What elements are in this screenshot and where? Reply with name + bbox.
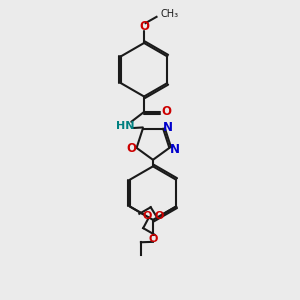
Text: O: O (161, 106, 171, 118)
Text: O: O (139, 20, 149, 33)
Text: O: O (148, 235, 158, 244)
Text: N: N (169, 143, 179, 156)
Text: O: O (142, 211, 152, 221)
Text: N: N (163, 121, 173, 134)
Text: O: O (154, 211, 164, 221)
Text: HN: HN (116, 121, 134, 130)
Text: CH₃: CH₃ (160, 9, 178, 19)
Text: O: O (127, 142, 136, 155)
